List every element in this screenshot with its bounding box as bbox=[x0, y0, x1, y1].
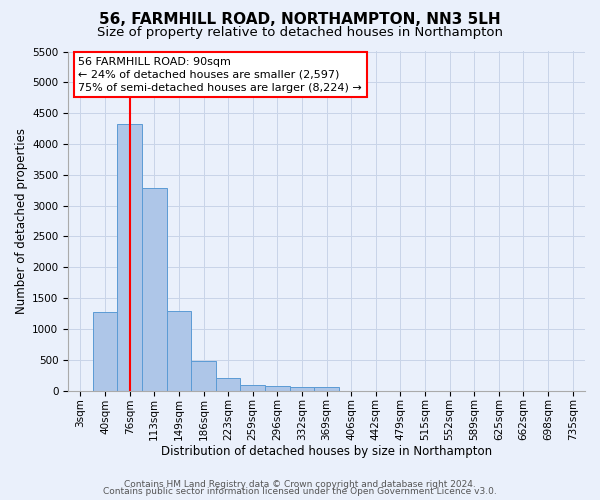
Text: Contains HM Land Registry data © Crown copyright and database right 2024.: Contains HM Land Registry data © Crown c… bbox=[124, 480, 476, 489]
Text: 56 FARMHILL ROAD: 90sqm
← 24% of detached houses are smaller (2,597)
75% of semi: 56 FARMHILL ROAD: 90sqm ← 24% of detache… bbox=[79, 56, 362, 93]
Bar bbox=[191, 361, 216, 390]
Bar bbox=[93, 312, 118, 390]
Y-axis label: Number of detached properties: Number of detached properties bbox=[15, 128, 28, 314]
X-axis label: Distribution of detached houses by size in Northampton: Distribution of detached houses by size … bbox=[161, 444, 492, 458]
Bar bbox=[241, 385, 265, 390]
Text: Contains public sector information licensed under the Open Government Licence v3: Contains public sector information licen… bbox=[103, 488, 497, 496]
Bar bbox=[265, 386, 290, 390]
Text: Size of property relative to detached houses in Northampton: Size of property relative to detached ho… bbox=[97, 26, 503, 39]
Bar bbox=[314, 387, 339, 390]
Bar bbox=[142, 188, 167, 390]
Bar bbox=[216, 378, 241, 390]
Text: 56, FARMHILL ROAD, NORTHAMPTON, NN3 5LH: 56, FARMHILL ROAD, NORTHAMPTON, NN3 5LH bbox=[99, 12, 501, 28]
Bar bbox=[118, 124, 142, 390]
Bar bbox=[167, 311, 191, 390]
Bar bbox=[290, 387, 314, 390]
